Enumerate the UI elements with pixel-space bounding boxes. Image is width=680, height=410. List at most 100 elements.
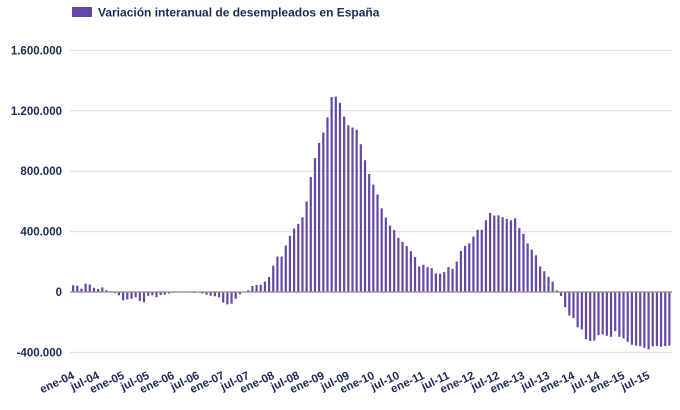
bar-ago-12 [501,217,504,292]
x-tick-label: jul-15 [619,370,653,394]
bar-ago-10 [401,241,404,292]
bar-abr-08 [284,245,287,292]
bar-feb-09 [326,117,329,292]
bar-mar-14 [580,292,583,330]
bar-ene-15 [622,292,625,339]
bar-mar-04 [80,288,83,292]
bar-jul-07 [247,290,250,292]
bar-jun-10 [393,229,396,292]
bar-abr-04 [84,283,87,292]
bar-mar-05 [130,292,133,299]
bar-ago-09 [351,127,354,292]
bar-abr-12 [484,220,488,292]
bar-jun-14 [593,292,596,341]
bar-sep-13 [555,290,558,292]
bar-oct-10 [409,251,412,292]
bar-jun-09 [343,116,346,293]
bar-ene-08 [272,265,275,292]
legend-label: Variación interanual de desempleados en … [98,6,380,20]
bar-feb-14 [576,292,579,328]
legend: Variación interanual de desempleados en … [72,6,380,20]
bar-nov-09 [363,160,367,292]
bar-mar-13 [530,249,533,292]
bar-jul-10 [397,237,400,292]
legend-swatch [72,7,92,17]
bar-may-09 [338,102,342,292]
bar-ene-11 [422,264,425,292]
bar-oct-14 [609,292,613,337]
bar-ago-15 [651,292,654,347]
y-tick-label: 0 [56,287,62,299]
bar-nov-13 [564,292,567,308]
bar-dic-10 [418,266,421,292]
bar-ene-05 [122,292,125,301]
y-axis-ticks: -400.000 0 400.000 800.000 1.200.000 1.600.00… [11,45,62,359]
bar-jul-04 [97,288,100,292]
bar-may-07 [238,292,241,295]
bar-abr-07 [234,292,237,299]
bar-dic-04 [117,292,121,296]
y-tick-label: 800.000 [20,166,62,178]
bar-oct-15 [659,292,663,347]
bar-jul-11 [447,267,450,292]
bar-jul-15 [647,292,650,350]
y-tick-label: 400.000 [20,227,62,239]
bar-mar-10 [380,208,383,292]
bar-nov-07 [263,281,267,292]
bar-may-05 [138,292,141,302]
bar-nov-08 [313,158,317,292]
bar-sep-15 [655,292,658,347]
bar-jun-05 [142,292,146,303]
bar-abr-09 [334,96,337,292]
bar-nov-11 [463,246,467,292]
bar-ene-13 [522,233,525,292]
bar-ago-08 [301,217,304,292]
bar-dic-15 [668,292,671,346]
bar-ago-04 [101,287,104,292]
bar-mar-08 [280,256,283,292]
bar-dic-11 [468,243,471,292]
bar-sep-11 [455,261,458,292]
bar-sep-05 [155,292,158,298]
bar-ene-14 [572,292,575,319]
bar-jul-08 [297,223,300,292]
bar-jul-13 [547,276,550,292]
bar-jun-04 [92,287,96,292]
bar-oct-06 [209,292,212,296]
bar-feb-04 [76,285,79,292]
bar-ene-04 [72,285,75,292]
bar-oct-13 [559,292,563,297]
bar-ene-07 [222,292,225,303]
bar-ene-12 [472,236,475,292]
bar-jul-14 [597,292,600,336]
bar-feb-11 [426,267,429,292]
bar-dic-14 [618,292,621,337]
bar-mar-11 [430,268,433,292]
bar-dic-07 [267,277,271,292]
bar-nov-12 [514,218,517,292]
bar-abr-11 [434,273,437,292]
bar-nov-10 [413,257,417,292]
y-tick-label: 1.600.000 [11,45,62,57]
bar-abr-15 [634,292,638,346]
bar-feb-08 [276,256,279,292]
bar-oct-12 [509,220,513,292]
bar-nov-15 [664,292,667,347]
bar-ago-05 [151,292,154,296]
bar-dic-13 [568,292,571,316]
bar-sep-09 [355,129,358,292]
bar-sep-07 [255,285,258,292]
bar-sep-10 [405,246,408,292]
bar-nov-14 [614,292,617,332]
bar-feb-13 [526,243,529,292]
bar-jun-11 [443,272,446,292]
bar-dic-06 [217,292,221,298]
bar-feb-10 [376,194,379,292]
bar-ene-09 [322,132,325,292]
bar-jun-08 [293,228,296,292]
bar-nov-05 [163,292,166,295]
bar-mar-07 [230,292,233,304]
bar-oct-09 [359,144,362,292]
bar-ago-07 [251,285,254,292]
bar-ene-10 [372,184,375,292]
